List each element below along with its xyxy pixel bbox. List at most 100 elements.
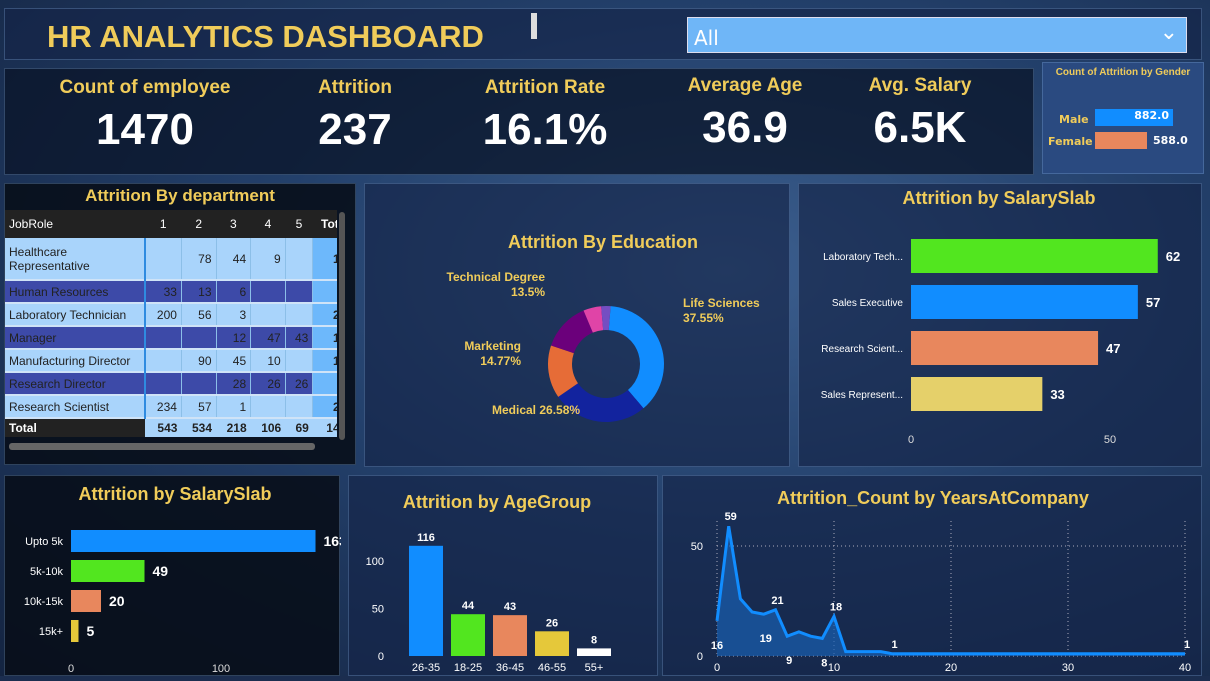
donut-slice-4 bbox=[583, 306, 604, 333]
y-tick-label: 0 bbox=[697, 651, 703, 663]
bar-category-label: Laboratory Tech... bbox=[823, 252, 903, 263]
bar-data-label: 47 bbox=[1106, 341, 1120, 356]
y-tick-label: 100 bbox=[366, 556, 384, 568]
table-cell: 47 bbox=[250, 326, 286, 349]
bar-data-label: 26 bbox=[546, 617, 558, 629]
table-header-row: JobRole12345Total bbox=[5, 210, 337, 238]
table-cell: 90 bbox=[180, 349, 217, 372]
gender-label-male: Male bbox=[1059, 113, 1089, 126]
table-row[interactable]: Manager 124743102 bbox=[5, 326, 337, 349]
table-cell: 1 bbox=[215, 395, 251, 418]
area-line bbox=[715, 525, 1185, 656]
x-tick-label: 0 bbox=[908, 434, 914, 446]
gender-bar-male: 882.0 bbox=[1095, 109, 1173, 126]
bar-data-label: 62 bbox=[1166, 249, 1180, 264]
table-cell bbox=[284, 280, 313, 303]
x-tick-label: 55+ bbox=[585, 662, 604, 674]
table-cell: 200 bbox=[144, 303, 182, 326]
x-tick-label: 40 bbox=[1179, 662, 1191, 674]
agegroup-chart: Attrition by AgeGroup 0 50 100 116 26-35 44 18… bbox=[366, 492, 611, 674]
agegroup-title: Attrition by AgeGroup bbox=[403, 492, 591, 512]
table-cell: Laboratory Technician bbox=[5, 303, 146, 326]
total-cell: 218 bbox=[216, 418, 251, 437]
dept-title: Attrition By department bbox=[85, 186, 275, 205]
vertical-scrollbar[interactable] bbox=[339, 212, 345, 440]
bar bbox=[577, 648, 611, 656]
point-data-label: 1 bbox=[891, 639, 897, 651]
bar-category-label: Sales Represent... bbox=[821, 390, 903, 401]
table-row[interactable]: Research Director28262680 bbox=[5, 372, 337, 395]
column-header[interactable]: 5 bbox=[285, 210, 313, 238]
point-data-label: 18 bbox=[830, 601, 842, 613]
x-tick-label: 100 bbox=[212, 663, 230, 675]
filter-value: All bbox=[694, 26, 719, 50]
bar bbox=[409, 545, 443, 656]
point-data-label: 21 bbox=[771, 595, 783, 607]
salaryslab-title: Attrition by SalarySlab bbox=[78, 484, 271, 504]
bar bbox=[71, 620, 79, 642]
table-cell: Research Director bbox=[5, 372, 146, 395]
dept-panel: Attrition By department JobRole12345Tota… bbox=[4, 183, 356, 465]
point-data-label: 8 bbox=[821, 657, 827, 669]
table-cell bbox=[250, 303, 286, 326]
column-header[interactable]: Total bbox=[312, 210, 337, 238]
bar-category-label: 5k-10k bbox=[30, 566, 64, 578]
donut-slice-5 bbox=[601, 306, 611, 331]
kpi-attrition-rate: Attrition Rate 16.1% bbox=[465, 77, 625, 155]
table-cell bbox=[144, 326, 182, 349]
table-cell bbox=[284, 349, 313, 372]
bar-data-label: 33 bbox=[1050, 387, 1064, 402]
point-data-label: 59 bbox=[725, 511, 737, 523]
x-tick-label: 10 bbox=[828, 662, 840, 674]
kpi-value: 237 bbox=[318, 105, 392, 154]
bar bbox=[493, 615, 527, 656]
filter-dropdown[interactable]: All ⌄ bbox=[687, 17, 1187, 53]
gender-bar-female bbox=[1095, 132, 1147, 149]
table-cell: 28 bbox=[215, 372, 251, 395]
table-cell bbox=[180, 326, 217, 349]
table-cell bbox=[180, 372, 217, 395]
point-data-label: 9 bbox=[786, 655, 792, 667]
table-cell: Healthcare Representative bbox=[5, 238, 146, 280]
bar-data-label: 116 bbox=[417, 532, 435, 544]
dept-table-wrap: JobRole12345TotalHealthcare Representati… bbox=[5, 210, 337, 442]
column-header[interactable]: 3 bbox=[216, 210, 251, 238]
table-cell: 145 bbox=[312, 349, 337, 372]
horizontal-scrollbar[interactable] bbox=[9, 443, 315, 450]
x-tick-label: 18-25 bbox=[454, 662, 482, 674]
column-header[interactable]: 2 bbox=[181, 210, 217, 238]
total-cell: 1470 bbox=[312, 418, 337, 437]
table-cell: 10 bbox=[250, 349, 286, 372]
donut-slice-1 bbox=[558, 383, 644, 422]
column-header[interactable]: JobRole bbox=[5, 210, 145, 238]
table-cell: 102 bbox=[312, 326, 337, 349]
kpi-value: 36.9 bbox=[702, 103, 788, 152]
donut-data-label: Marketing 14.77% bbox=[464, 339, 521, 368]
table-cell: 56 bbox=[180, 303, 217, 326]
table-cell bbox=[284, 395, 313, 418]
column-header[interactable]: 4 bbox=[250, 210, 286, 238]
education-title: Attrition By Education bbox=[508, 232, 698, 252]
bar-category-label: 15k+ bbox=[39, 626, 63, 638]
total-cell: Total bbox=[5, 418, 145, 437]
area-fill bbox=[717, 526, 1185, 656]
bar bbox=[451, 614, 485, 656]
page-title: HR ANALYTICS DASHBOARD bbox=[47, 19, 484, 54]
kpi-avg-salary: Avg. Salary 6.5K bbox=[850, 75, 990, 153]
bar bbox=[535, 631, 569, 656]
table-cell: 3 bbox=[215, 303, 251, 326]
donut-slice-2 bbox=[548, 345, 578, 397]
kpi-label: Count of employee bbox=[59, 77, 231, 98]
bar bbox=[911, 331, 1099, 365]
bar-data-label: 163 bbox=[324, 533, 342, 549]
table-cell: 13 bbox=[180, 280, 217, 303]
chevron-down-icon: ⌄ bbox=[1159, 20, 1178, 45]
column-header[interactable]: 1 bbox=[145, 210, 182, 238]
point-data-label: 1 bbox=[1184, 639, 1190, 651]
bar-data-label: 5 bbox=[87, 623, 95, 639]
